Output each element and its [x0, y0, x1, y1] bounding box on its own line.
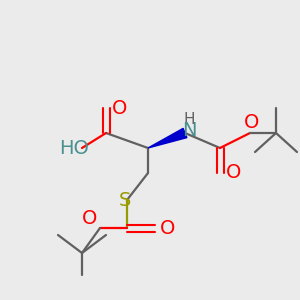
Text: H: H [183, 112, 195, 128]
Text: O: O [112, 98, 128, 118]
Polygon shape [148, 128, 187, 148]
Text: O: O [160, 218, 176, 238]
Text: HO: HO [59, 139, 89, 158]
Text: O: O [244, 113, 260, 133]
Text: N: N [182, 122, 196, 140]
Text: O: O [226, 164, 242, 182]
Text: O: O [82, 208, 98, 227]
Text: S: S [119, 191, 131, 211]
